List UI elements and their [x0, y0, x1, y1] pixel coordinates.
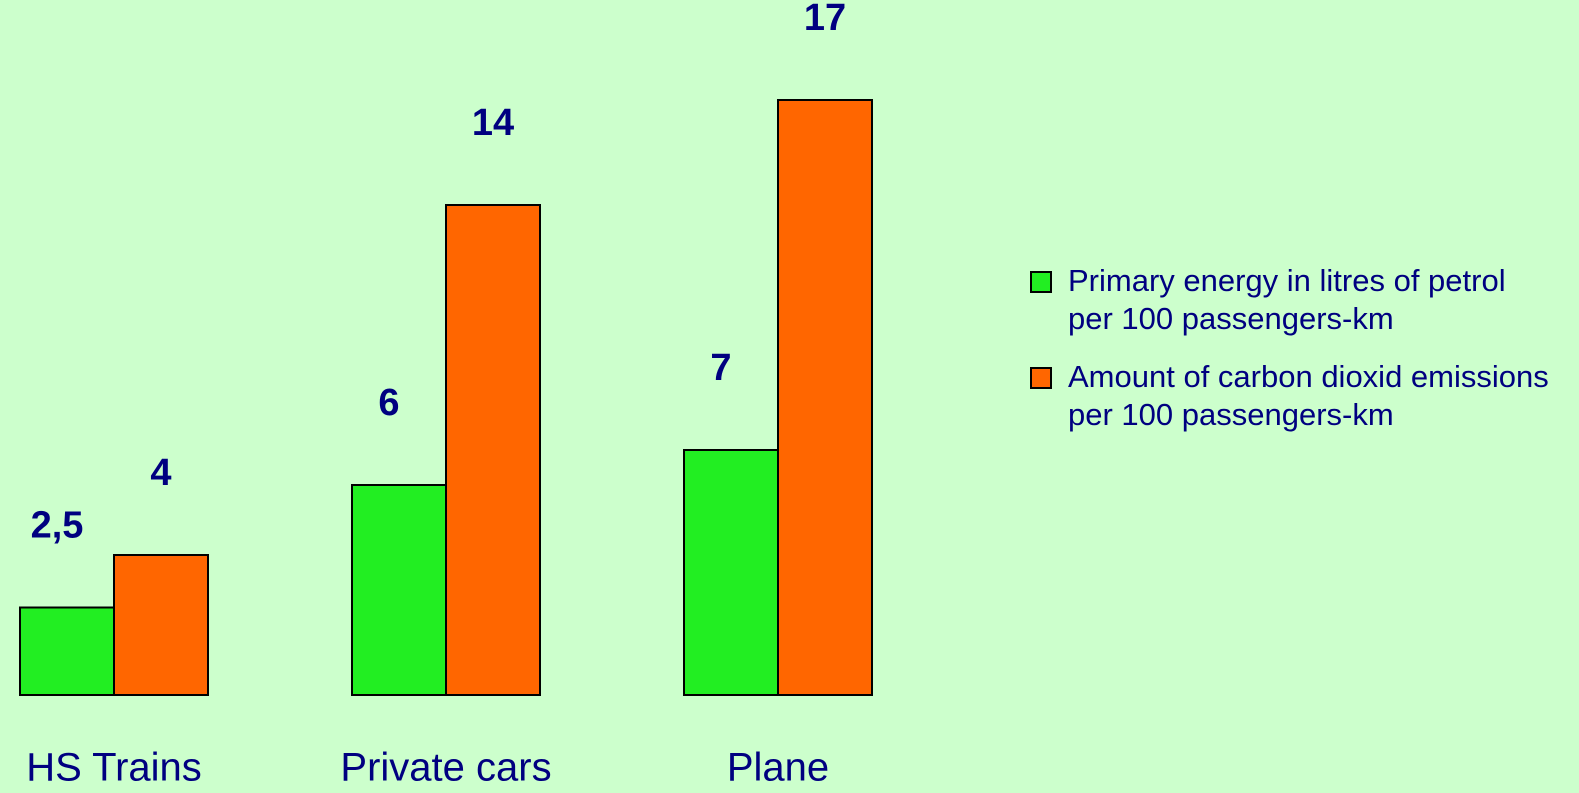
legend-item: Amount of carbon dioxid emissions per 10… — [1030, 358, 1550, 434]
data-label: 7 — [710, 347, 731, 389]
legend-swatch — [1030, 367, 1052, 389]
legend-label: Primary energy in litres of petrol per 1… — [1068, 263, 1506, 336]
legend-item: Primary energy in litres of petrol per 1… — [1030, 262, 1550, 338]
x-tick-label: HS Trains — [26, 746, 202, 790]
legend: Primary energy in litres of petrol per 1… — [1030, 262, 1550, 454]
bar — [683, 449, 779, 696]
data-label: 6 — [378, 382, 399, 424]
bar — [113, 554, 209, 696]
legend-label: Amount of carbon dioxid emissions per 10… — [1068, 359, 1549, 432]
bar — [19, 606, 115, 696]
data-label: 4 — [150, 452, 171, 494]
x-tick-label: Plane — [727, 746, 829, 790]
bar — [445, 204, 541, 696]
bar — [777, 99, 873, 696]
x-tick-label: Private cars — [340, 746, 551, 790]
legend-swatch — [1030, 271, 1052, 293]
data-label: 2,5 — [31, 505, 84, 547]
data-label: 17 — [804, 0, 846, 39]
bar — [351, 484, 447, 696]
data-label: 14 — [472, 102, 514, 144]
